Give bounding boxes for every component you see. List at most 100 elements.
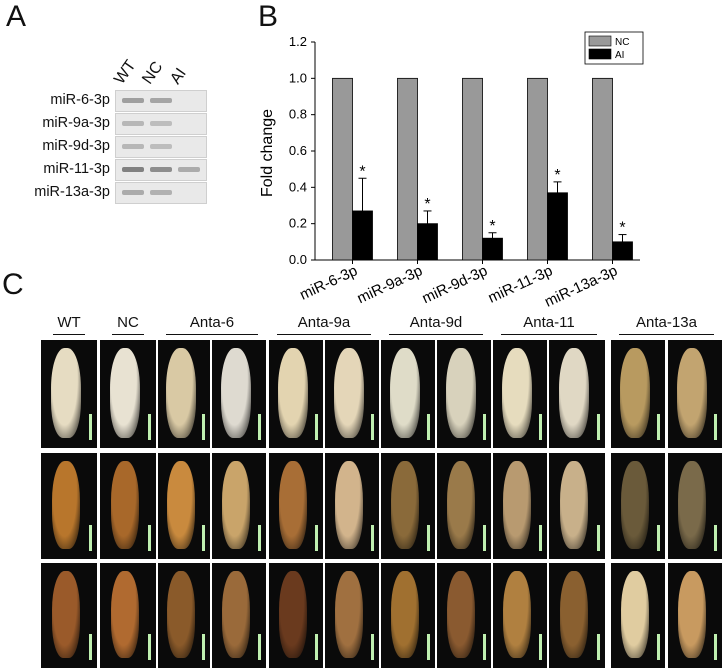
scale-bar bbox=[315, 414, 318, 440]
specimen bbox=[111, 571, 139, 658]
panel-c-letter: C bbox=[2, 268, 24, 301]
scale-bar bbox=[148, 414, 151, 440]
scale-bar bbox=[89, 414, 92, 440]
gel-band bbox=[150, 167, 172, 172]
specimen bbox=[621, 571, 649, 658]
insect-photo bbox=[493, 340, 547, 448]
group-label: NC bbox=[117, 314, 139, 331]
y-tick-label: 0.4 bbox=[289, 179, 307, 194]
scale-bar bbox=[427, 414, 430, 440]
scale-bar bbox=[315, 525, 318, 551]
insect-photo bbox=[668, 340, 722, 448]
gel-row-label: miR-6-3p bbox=[50, 92, 110, 108]
specimen bbox=[559, 348, 589, 438]
scale-bar bbox=[258, 525, 261, 551]
legend-swatch-ai bbox=[588, 48, 612, 60]
legend-label-ai: AI bbox=[615, 50, 624, 61]
y-tick-label: 0.6 bbox=[289, 143, 307, 158]
insect-photo bbox=[549, 340, 605, 448]
gel-strip bbox=[115, 159, 207, 181]
specimen bbox=[279, 461, 307, 549]
gel-row-label: miR-13a-3p bbox=[34, 184, 110, 200]
specimen bbox=[391, 461, 419, 549]
specimen bbox=[167, 461, 195, 549]
specimen bbox=[111, 461, 139, 549]
gel-band bbox=[122, 167, 144, 172]
specimen bbox=[110, 348, 140, 438]
bar-nc bbox=[592, 77, 613, 261]
specimen bbox=[279, 571, 307, 658]
scale-bar bbox=[202, 634, 205, 660]
specimen bbox=[222, 571, 250, 658]
insect-photo bbox=[493, 563, 547, 668]
specimen bbox=[678, 571, 706, 658]
scale-bar bbox=[483, 525, 486, 551]
gel-band bbox=[122, 121, 144, 126]
insect-photo bbox=[325, 453, 379, 559]
x-tick-label: miR-9a-3p bbox=[355, 262, 426, 307]
y-tick-label: 1.2 bbox=[289, 34, 307, 49]
scale-bar bbox=[483, 634, 486, 660]
y-axis-label: Fold change bbox=[259, 109, 276, 197]
insect-photo bbox=[41, 340, 97, 448]
specimen bbox=[334, 348, 364, 438]
scale-bar bbox=[597, 525, 600, 551]
insect-photo bbox=[437, 453, 491, 559]
gel-band bbox=[178, 167, 200, 172]
insect-photo bbox=[325, 563, 379, 668]
x-tick-label: miR-6-3p bbox=[297, 262, 360, 303]
group-label: Anta-6 bbox=[189, 314, 235, 331]
scale-bar bbox=[714, 634, 717, 660]
group-underline bbox=[619, 334, 714, 335]
group-underline bbox=[112, 334, 144, 335]
gel-strip bbox=[115, 136, 207, 158]
scale-bar bbox=[539, 414, 542, 440]
specimen bbox=[560, 461, 588, 549]
insect-photo bbox=[549, 453, 605, 559]
scale-bar bbox=[315, 634, 318, 660]
significance-star: * bbox=[554, 167, 560, 184]
scale-bar bbox=[657, 634, 660, 660]
scale-bar bbox=[258, 634, 261, 660]
scale-bar bbox=[657, 525, 660, 551]
specimen bbox=[278, 348, 308, 438]
insect-photo bbox=[100, 453, 156, 559]
specimen bbox=[678, 461, 706, 549]
scale-bar bbox=[202, 414, 205, 440]
insect-photo bbox=[381, 340, 435, 448]
insect-photo bbox=[212, 563, 266, 668]
significance-star: * bbox=[359, 163, 365, 180]
scale-bar bbox=[89, 634, 92, 660]
y-tick-label: 0.0 bbox=[289, 252, 307, 267]
scale-bar bbox=[148, 525, 151, 551]
scale-bar bbox=[148, 634, 151, 660]
specimen bbox=[502, 348, 532, 438]
insect-photo bbox=[668, 563, 722, 668]
insect-photo bbox=[611, 563, 665, 668]
specimen bbox=[52, 461, 80, 549]
insect-photo bbox=[41, 453, 97, 559]
insect-photo bbox=[100, 563, 156, 668]
scale-bar bbox=[89, 525, 92, 551]
insect-photo bbox=[158, 340, 210, 448]
specimen bbox=[677, 348, 707, 438]
scale-bar bbox=[483, 414, 486, 440]
group-label: Anta-9d bbox=[409, 314, 463, 331]
gel-band bbox=[122, 144, 144, 149]
scale-bar bbox=[371, 414, 374, 440]
scale-bar bbox=[539, 525, 542, 551]
gel-row-label: miR-11-3p bbox=[43, 161, 110, 177]
scale-bar bbox=[657, 414, 660, 440]
fold-change-bar-chart: Fold change 0.0 0.2 0.4 0.6 0.8 1.0 1.2 * miR-6-… bbox=[259, 31, 644, 311]
specimen bbox=[446, 348, 476, 438]
specimen bbox=[167, 571, 195, 658]
scale-bar bbox=[714, 414, 717, 440]
legend-label-nc: NC bbox=[615, 37, 629, 48]
significance-star: * bbox=[489, 218, 495, 235]
gel-band bbox=[150, 98, 172, 103]
specimen bbox=[620, 348, 650, 438]
scale-bar bbox=[539, 634, 542, 660]
gel-strip bbox=[115, 113, 207, 135]
specimen bbox=[447, 571, 475, 658]
x-tick-label: miR-13a-3p bbox=[542, 262, 620, 311]
